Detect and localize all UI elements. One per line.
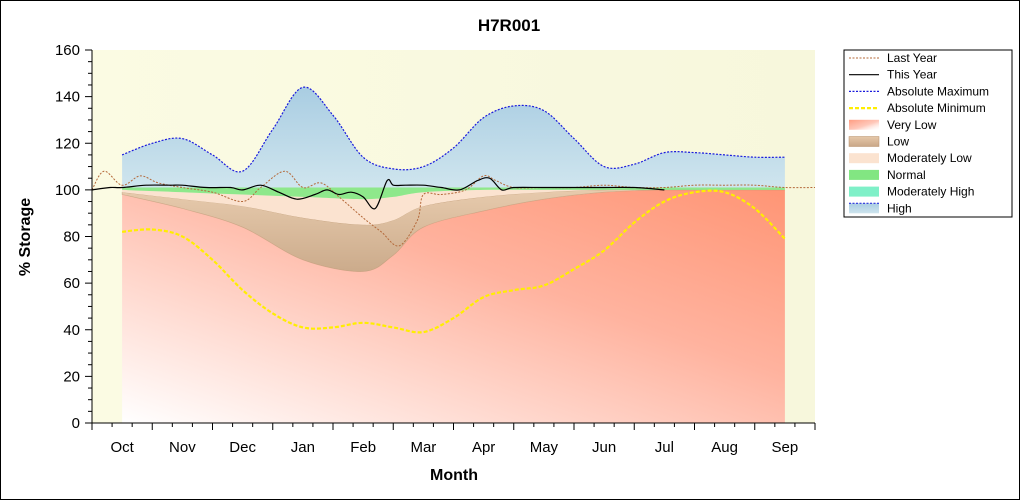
legend-label: Absolute Maximum xyxy=(887,84,989,98)
legend-label: Very Low xyxy=(887,118,937,132)
legend-label: High xyxy=(887,201,912,215)
legend-label: Absolute Minimum xyxy=(887,101,986,115)
y-tick-label: 60 xyxy=(63,275,80,292)
legend-item-moderately-high: Moderately High xyxy=(849,185,974,199)
legend-item-very-low: Very Low xyxy=(849,118,937,132)
legend-label: Moderately High xyxy=(887,185,974,199)
y-tick-label: 80 xyxy=(63,229,80,246)
legend-item-moderately-low: Moderately Low xyxy=(849,151,972,165)
y-tick-label: 20 xyxy=(63,368,80,385)
series-absolute-minimum xyxy=(121,189,786,334)
legend-item-absolute-maximum: Absolute Maximum xyxy=(849,84,989,98)
legend-swatch xyxy=(849,186,879,197)
y-tick-label: 140 xyxy=(55,89,80,106)
legend-swatch xyxy=(849,203,879,214)
legend-item-last-year: Last Year xyxy=(849,51,937,65)
x-tick-label: Jul xyxy=(655,439,674,456)
x-tick-label: Sep xyxy=(772,439,799,456)
legend: Last Year This Year Absolute Maximum Absolu… xyxy=(843,49,1013,218)
legend-swatch xyxy=(849,169,879,180)
chart-title: H7R001 xyxy=(478,16,540,35)
x-tick-label: Nov xyxy=(169,439,196,456)
x-tick-label: Jan xyxy=(291,439,315,456)
y-tick-label: 40 xyxy=(63,322,80,339)
legend-swatch xyxy=(849,153,879,164)
y-tick-label: 100 xyxy=(55,182,80,199)
x-tick-label: May xyxy=(530,439,559,456)
y-axis-title: % Storage xyxy=(17,198,34,276)
y-ticks: 0 20 40 60 80 100 120 140 160 xyxy=(55,42,92,432)
y-tick-label: 120 xyxy=(55,135,80,152)
x-tick-label: Mar xyxy=(410,439,436,456)
legend-item-absolute-minimum: Absolute Minimum xyxy=(849,101,986,115)
series-absolute-maximum xyxy=(121,86,785,173)
y-tick-label: 0 xyxy=(72,415,80,432)
series-this-year xyxy=(91,177,665,210)
x-tick-label: Aug xyxy=(711,439,738,456)
legend-item-low: Low xyxy=(848,135,909,149)
legend-item-high: High xyxy=(849,201,912,215)
x-tick-label: Dec xyxy=(229,439,256,456)
legend-label: Normal xyxy=(887,168,926,182)
lines-layer xyxy=(91,86,816,334)
x-axis-title: Month xyxy=(430,467,478,484)
x-tick-label: Jun xyxy=(592,439,616,456)
legend-label: Low xyxy=(887,135,909,149)
band-very-low xyxy=(122,189,785,423)
x-tick-label: Oct xyxy=(110,439,134,456)
x-tick-label: Feb xyxy=(350,439,376,456)
legend-swatch xyxy=(848,136,880,147)
x-tick-label: Apr xyxy=(472,439,495,456)
legend-label: Last Year xyxy=(887,51,937,65)
legend-item-this-year: This Year xyxy=(849,68,937,82)
band-high xyxy=(122,87,785,188)
legend-swatch xyxy=(849,119,879,130)
legend-item-normal: Normal xyxy=(849,168,926,182)
band-moderately-low xyxy=(122,189,785,225)
legend-label: Moderately Low xyxy=(887,151,972,165)
y-tick-label: 160 xyxy=(55,42,80,59)
legend-label: This Year xyxy=(887,68,937,82)
x-ticks: Oct Nov Dec Jan Feb Mar Apr May Jun Jul Aug Sep xyxy=(91,423,816,456)
series-last-year xyxy=(91,170,816,247)
